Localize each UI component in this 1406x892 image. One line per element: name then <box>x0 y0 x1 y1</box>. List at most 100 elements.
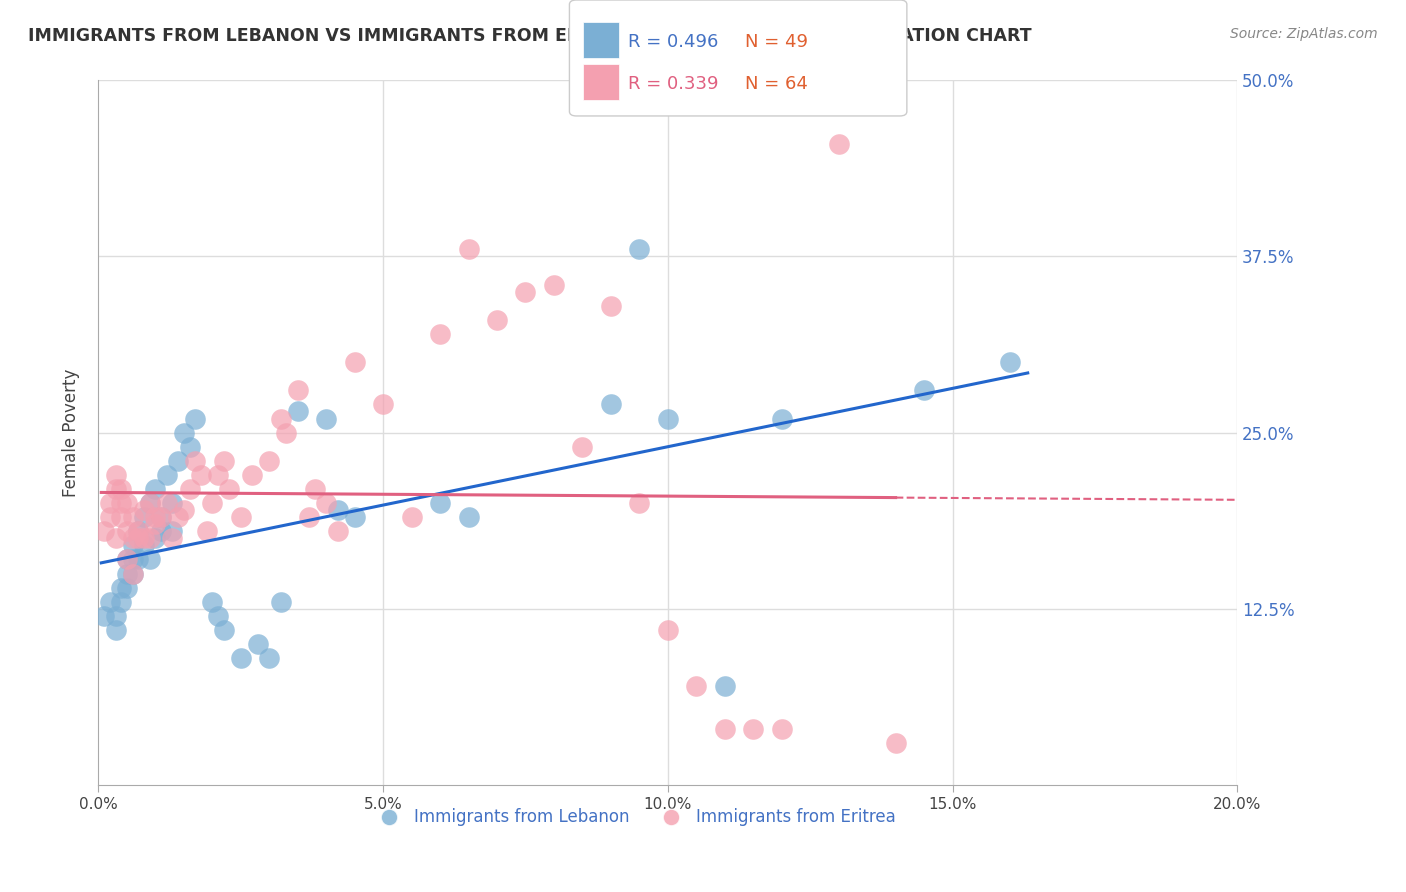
Immigrants from Lebanon <box>132 510 155 524</box>
Immigrants from Eritrea <box>115 552 138 566</box>
Immigrants from Eritrea <box>115 524 138 539</box>
Immigrants from Eritrea <box>145 517 167 532</box>
Immigrants from Lebanon <box>287 404 309 418</box>
Immigrants from Eritrea <box>884 736 907 750</box>
Immigrants from Lebanon <box>121 566 143 581</box>
Immigrants from Eritrea <box>229 510 252 524</box>
Immigrants from Lebanon <box>212 623 235 637</box>
Immigrants from Lebanon <box>121 538 143 552</box>
Immigrants from Eritrea <box>179 482 201 496</box>
Immigrants from Eritrea <box>110 482 132 496</box>
Immigrants from Eritrea <box>173 503 195 517</box>
Immigrants from Lebanon <box>138 496 160 510</box>
Immigrants from Lebanon <box>121 552 143 566</box>
Immigrants from Eritrea <box>343 355 366 369</box>
Immigrants from Eritrea <box>315 496 337 510</box>
Immigrants from Eritrea <box>104 467 127 482</box>
Immigrants from Eritrea <box>190 467 212 482</box>
Text: R = 0.339: R = 0.339 <box>628 75 718 93</box>
Immigrants from Lebanon <box>343 510 366 524</box>
Immigrants from Eritrea <box>207 467 229 482</box>
Immigrants from Lebanon <box>115 552 138 566</box>
Immigrants from Lebanon <box>600 397 623 411</box>
Immigrants from Eritrea <box>401 510 423 524</box>
Immigrants from Lebanon <box>173 425 195 440</box>
Immigrants from Lebanon <box>657 411 679 425</box>
Immigrants from Eritrea <box>110 510 132 524</box>
Immigrants from Eritrea <box>657 623 679 637</box>
Immigrants from Eritrea <box>628 496 651 510</box>
Text: R = 0.496: R = 0.496 <box>628 33 718 51</box>
Immigrants from Lebanon <box>104 623 127 637</box>
Immigrants from Eritrea <box>218 482 240 496</box>
Immigrants from Eritrea <box>685 679 707 693</box>
Immigrants from Eritrea <box>162 532 184 546</box>
Immigrants from Eritrea <box>571 440 593 454</box>
Immigrants from Eritrea <box>121 566 143 581</box>
Immigrants from Eritrea <box>457 243 479 257</box>
Immigrants from Eritrea <box>156 496 179 510</box>
Immigrants from Lebanon <box>628 243 651 257</box>
Immigrants from Lebanon <box>110 581 132 595</box>
Immigrants from Lebanon <box>207 608 229 623</box>
Immigrants from Eritrea <box>543 277 565 292</box>
Immigrants from Eritrea <box>145 510 167 524</box>
Immigrants from Lebanon <box>201 595 224 609</box>
Immigrants from Eritrea <box>770 722 793 736</box>
Immigrants from Eritrea <box>121 532 143 546</box>
Immigrants from Lebanon <box>326 503 349 517</box>
Immigrants from Lebanon <box>150 510 173 524</box>
Immigrants from Lebanon <box>150 524 173 539</box>
Immigrants from Eritrea <box>287 384 309 398</box>
Immigrants from Lebanon <box>998 355 1021 369</box>
Immigrants from Lebanon <box>167 454 190 468</box>
Immigrants from Eritrea <box>742 722 765 736</box>
Immigrants from Eritrea <box>828 136 851 151</box>
Text: N = 64: N = 64 <box>745 75 808 93</box>
Immigrants from Eritrea <box>212 454 235 468</box>
Immigrants from Lebanon <box>138 552 160 566</box>
Immigrants from Lebanon <box>429 496 451 510</box>
Immigrants from Lebanon <box>110 595 132 609</box>
Immigrants from Lebanon <box>115 581 138 595</box>
Immigrants from Eritrea <box>138 532 160 546</box>
Immigrants from Eritrea <box>259 454 281 468</box>
Immigrants from Eritrea <box>127 532 149 546</box>
Immigrants from Eritrea <box>184 454 207 468</box>
Text: IMMIGRANTS FROM LEBANON VS IMMIGRANTS FROM ERITREA FEMALE POVERTY CORRELATION CH: IMMIGRANTS FROM LEBANON VS IMMIGRANTS FR… <box>28 27 1032 45</box>
Immigrants from Eritrea <box>150 510 173 524</box>
Legend: Immigrants from Lebanon, Immigrants from Eritrea: Immigrants from Lebanon, Immigrants from… <box>366 802 903 833</box>
Immigrants from Eritrea <box>240 467 263 482</box>
Immigrants from Eritrea <box>270 411 292 425</box>
Text: N = 49: N = 49 <box>745 33 808 51</box>
Immigrants from Lebanon <box>184 411 207 425</box>
Immigrants from Lebanon <box>98 595 121 609</box>
Immigrants from Eritrea <box>304 482 326 496</box>
Immigrants from Eritrea <box>98 510 121 524</box>
Immigrants from Eritrea <box>110 496 132 510</box>
Immigrants from Lebanon <box>132 538 155 552</box>
Immigrants from Eritrea <box>298 510 321 524</box>
Immigrants from Lebanon <box>770 411 793 425</box>
Immigrants from Eritrea <box>104 532 127 546</box>
Y-axis label: Female Poverty: Female Poverty <box>62 368 80 497</box>
Immigrants from Lebanon <box>104 608 127 623</box>
Immigrants from Eritrea <box>515 285 537 299</box>
Immigrants from Lebanon <box>145 532 167 546</box>
Immigrants from Eritrea <box>326 524 349 539</box>
Immigrants from Eritrea <box>98 496 121 510</box>
Immigrants from Lebanon <box>315 411 337 425</box>
Immigrants from Lebanon <box>912 384 935 398</box>
Immigrants from Eritrea <box>600 299 623 313</box>
Immigrants from Lebanon <box>714 679 737 693</box>
Immigrants from Eritrea <box>429 326 451 341</box>
Immigrants from Eritrea <box>121 510 143 524</box>
Text: Source: ZipAtlas.com: Source: ZipAtlas.com <box>1230 27 1378 41</box>
Immigrants from Lebanon <box>127 524 149 539</box>
Immigrants from Eritrea <box>127 524 149 539</box>
Immigrants from Eritrea <box>276 425 298 440</box>
Immigrants from Lebanon <box>156 467 179 482</box>
Immigrants from Eritrea <box>115 496 138 510</box>
Immigrants from Eritrea <box>373 397 395 411</box>
Immigrants from Eritrea <box>132 532 155 546</box>
